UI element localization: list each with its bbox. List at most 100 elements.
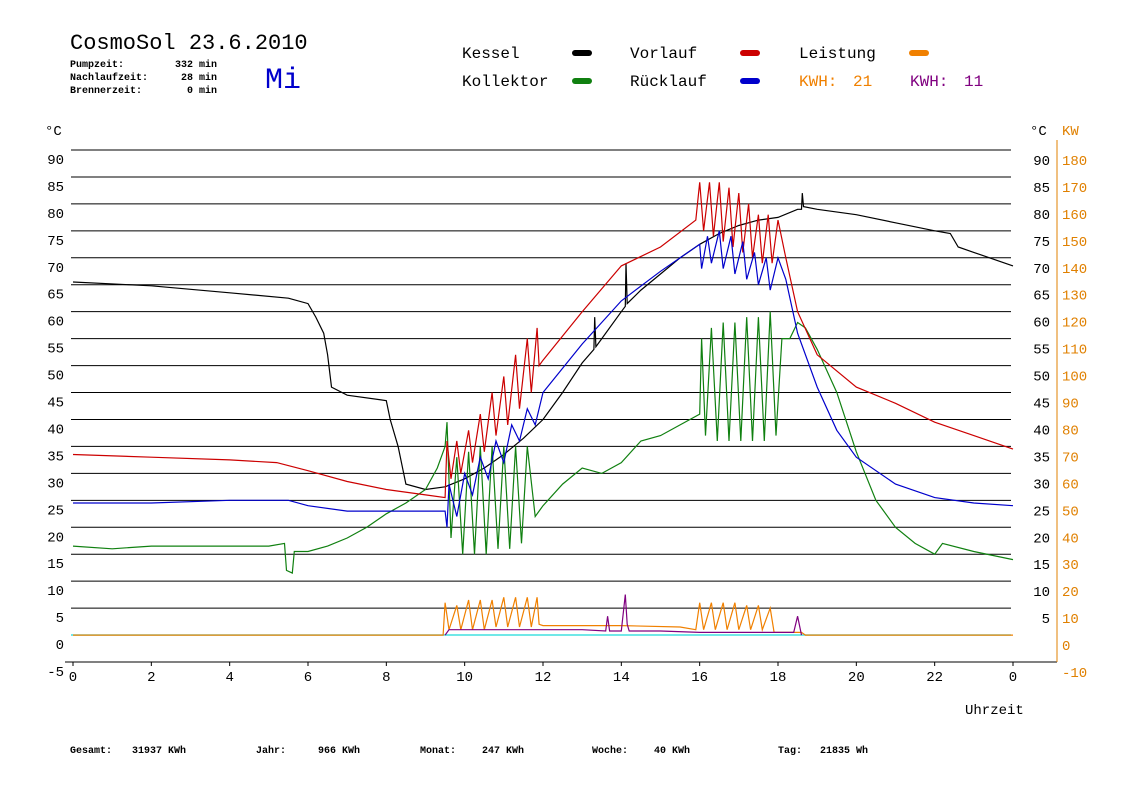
y2-tick-label: 10 <box>1062 612 1079 628</box>
total-value: 966 KWh <box>318 745 360 757</box>
y2-tick-label: 110 <box>1062 343 1087 359</box>
y-tick-label: 40 <box>47 422 64 438</box>
total-value: 31937 KWh <box>132 745 186 757</box>
y-tick-label-right: 65 <box>1033 289 1050 305</box>
kwh-value: 11 <box>964 73 983 91</box>
x-tick-label: 18 <box>770 670 787 686</box>
x-tick-label: 0 <box>69 670 77 686</box>
info-label: Brennerzeit: <box>70 85 142 97</box>
info-label: Nachlaufzeit: <box>70 72 148 84</box>
legend-label: Kollektor <box>462 73 548 91</box>
y2-tick-label: 130 <box>1062 289 1087 305</box>
x-tick-label: 10 <box>456 670 473 686</box>
y2-tick-label: 180 <box>1062 154 1087 170</box>
y-tick-label-right: 55 <box>1033 343 1050 359</box>
y-tick-label-right: 60 <box>1033 316 1050 332</box>
legend-label: Kessel <box>462 45 520 63</box>
y2-tick-label: 30 <box>1062 558 1079 574</box>
y-axis-label-right: °C <box>1030 124 1047 140</box>
y2-tick-label: 20 <box>1062 585 1079 601</box>
y-tick-label-right: 15 <box>1033 558 1050 574</box>
y-tick-label: 70 <box>47 261 64 277</box>
y-tick-label: 80 <box>47 207 64 223</box>
legend-label: Rücklauf <box>630 73 707 91</box>
total-value: 247 KWh <box>482 745 524 757</box>
y-tick-label: 50 <box>47 369 64 385</box>
y-tick-label-right: 80 <box>1033 208 1050 224</box>
y-tick-label-right: 45 <box>1033 397 1050 413</box>
x-tick-label: 2 <box>147 670 155 686</box>
series-line <box>73 230 1014 528</box>
info-label: Pumpzeit: <box>70 59 124 71</box>
x-tick-label: 20 <box>848 670 865 686</box>
series-line <box>72 182 1014 499</box>
y-tick-label: 90 <box>47 153 64 169</box>
series-line <box>72 193 1014 491</box>
info-value: 0 min <box>187 85 217 97</box>
kwh-value: 21 <box>853 73 872 91</box>
y-tick-label: 20 <box>47 530 64 546</box>
x-tick-label: 8 <box>382 670 390 686</box>
y2-tick-label: 40 <box>1062 531 1079 547</box>
y2-tick-label: 70 <box>1062 450 1079 466</box>
weekday: Mi <box>265 64 301 98</box>
chart-title: CosmoSol 23.6.2010 <box>70 31 308 56</box>
total-value: 40 KWh <box>654 745 690 757</box>
legend-label: Leistung <box>799 45 876 63</box>
kwh-label: KWH: <box>799 73 837 91</box>
x-tick-label: 14 <box>613 670 630 686</box>
x-tick-label: 22 <box>926 670 943 686</box>
series-line <box>444 594 803 636</box>
y-tick-label: 35 <box>47 449 64 465</box>
y-tick-label-right: 25 <box>1033 504 1050 520</box>
y-tick-label: 85 <box>47 180 64 196</box>
y-tick-label: 25 <box>47 503 64 519</box>
y-tick-label: 60 <box>47 315 64 331</box>
y-tick-label: 45 <box>47 396 64 412</box>
y-tick-label-right: 75 <box>1033 235 1050 251</box>
y-tick-label-right: 35 <box>1033 450 1050 466</box>
y2-tick-label: 160 <box>1062 208 1087 224</box>
y-tick-label-right: 5 <box>1042 612 1050 628</box>
y-tick-label-right: 20 <box>1033 531 1050 547</box>
kwh-label: KWH: <box>910 73 948 91</box>
total-value: 21835 Wh <box>820 745 868 757</box>
legend-label: Vorlauf <box>630 45 697 63</box>
y2-tick-label: 90 <box>1062 397 1079 413</box>
y-tick-label: 15 <box>47 557 64 573</box>
y2-tick-label: 140 <box>1062 262 1087 278</box>
y-tick-label-right: 10 <box>1033 585 1050 601</box>
x-tick-label: 6 <box>304 670 312 686</box>
y2-axis-label: KW <box>1062 124 1079 140</box>
x-tick-label: 4 <box>225 670 233 686</box>
total-label: Jahr: <box>256 745 286 757</box>
y-tick-label: 5 <box>56 611 64 627</box>
x-tick-label: 16 <box>691 670 708 686</box>
info-value: 28 min <box>181 72 217 84</box>
y-tick-label: 0 <box>56 638 64 654</box>
x-tick-label: 12 <box>535 670 552 686</box>
x-tick-label: 0 <box>1009 670 1017 686</box>
y-tick-label-right: 30 <box>1033 477 1050 493</box>
total-label: Monat: <box>420 746 456 757</box>
y-tick-label: -5 <box>47 665 64 681</box>
y-tick-label: 65 <box>47 288 64 304</box>
total-label: Gesamt: <box>70 746 112 757</box>
y-tick-label-right: 70 <box>1033 262 1050 278</box>
y-tick-label: 55 <box>47 342 64 358</box>
y2-tick-label: 170 <box>1062 181 1087 197</box>
total-label: Tag: <box>778 746 802 757</box>
y2-tick-label: 80 <box>1062 423 1079 439</box>
y-tick-label-right: 50 <box>1033 370 1050 386</box>
y-tick-label-right: 90 <box>1033 154 1050 170</box>
y2-tick-label: -10 <box>1062 666 1087 682</box>
y-tick-label-right: 40 <box>1033 423 1050 439</box>
y2-tick-label: 120 <box>1062 316 1087 332</box>
y2-tick-label: 100 <box>1062 370 1087 386</box>
y2-tick-label: 60 <box>1062 477 1079 493</box>
series-line <box>72 311 1014 575</box>
y-axis-label: °C <box>45 124 62 140</box>
info-value: 332 min <box>175 59 217 71</box>
